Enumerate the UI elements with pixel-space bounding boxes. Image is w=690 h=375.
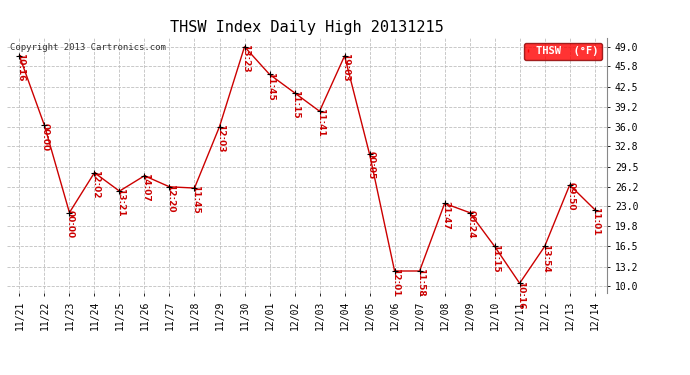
Text: 00:24: 00:24 [466,210,475,238]
Text: 11:45: 11:45 [266,72,275,100]
Text: 12:01: 12:01 [391,268,400,297]
Text: 11:15: 11:15 [491,244,500,272]
Text: 11:41: 11:41 [316,108,325,137]
Text: 21:47: 21:47 [441,201,450,230]
Text: 11:01: 11:01 [591,207,600,235]
Text: 11:58: 11:58 [416,268,425,297]
Text: 11:15: 11:15 [291,90,300,118]
Title: THSW Index Daily High 20131215: THSW Index Daily High 20131215 [170,20,444,35]
Legend: THSW  (°F): THSW (°F) [524,43,602,60]
Text: 14:07: 14:07 [141,173,150,202]
Text: 13:23: 13:23 [241,44,250,73]
Text: 12:03: 12:03 [216,124,225,152]
Text: 00:05: 00:05 [366,152,375,180]
Text: 12:20: 12:20 [166,184,175,213]
Text: 00:00: 00:00 [66,210,75,238]
Text: 13:54: 13:54 [541,244,550,272]
Text: 00:00: 00:00 [41,123,50,151]
Text: 10:16: 10:16 [16,53,25,82]
Text: 13:21: 13:21 [116,188,125,217]
Text: Copyright 2013 Cartronics.com: Copyright 2013 Cartronics.com [10,43,166,52]
Text: 10:16: 10:16 [516,280,525,309]
Text: 09:50: 09:50 [566,182,575,211]
Text: 12:02: 12:02 [91,170,100,198]
Text: 19:03: 19:03 [341,53,350,82]
Text: 11:45: 11:45 [191,185,200,214]
